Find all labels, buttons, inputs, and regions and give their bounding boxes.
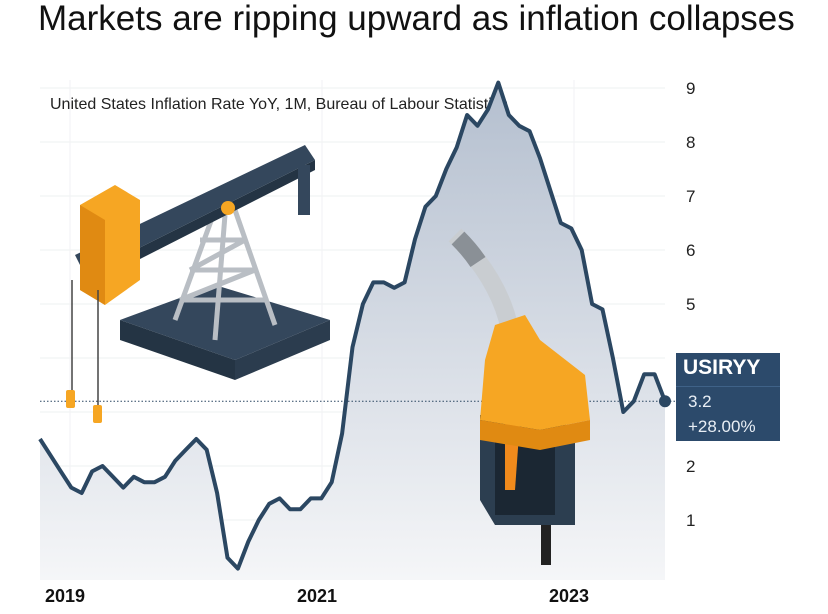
y-tick-label: 1 xyxy=(686,511,695,530)
y-tick-label: 9 xyxy=(686,79,695,98)
symbol-badge: USIRYY 3.2 +28.00% xyxy=(676,353,780,441)
x-tick-label: 2019 xyxy=(45,586,85,606)
badge-value: 3.2 xyxy=(688,392,712,411)
chart-subtitle: United States Inflation Rate YoY, 1M, Bu… xyxy=(50,96,508,113)
fuel-nozzle-illustration xyxy=(448,228,590,565)
badge-change: +28.00% xyxy=(688,417,756,436)
x-tick-label: 2023 xyxy=(549,586,589,606)
headline: Markets are ripping upward as inflation … xyxy=(38,0,795,38)
x-tick-label: 2021 xyxy=(297,586,337,606)
y-tick-label: 8 xyxy=(686,133,695,152)
y-tick-label: 7 xyxy=(686,187,695,206)
oil-pumpjack-illustration xyxy=(66,145,330,423)
y-tick-label: 2 xyxy=(686,457,695,476)
last-value-dot xyxy=(659,395,671,408)
y-tick-label: 5 xyxy=(686,295,695,314)
y-tick-label: 6 xyxy=(686,241,695,260)
badge-symbol: USIRYY xyxy=(676,353,780,387)
inflation-line xyxy=(38,80,667,571)
